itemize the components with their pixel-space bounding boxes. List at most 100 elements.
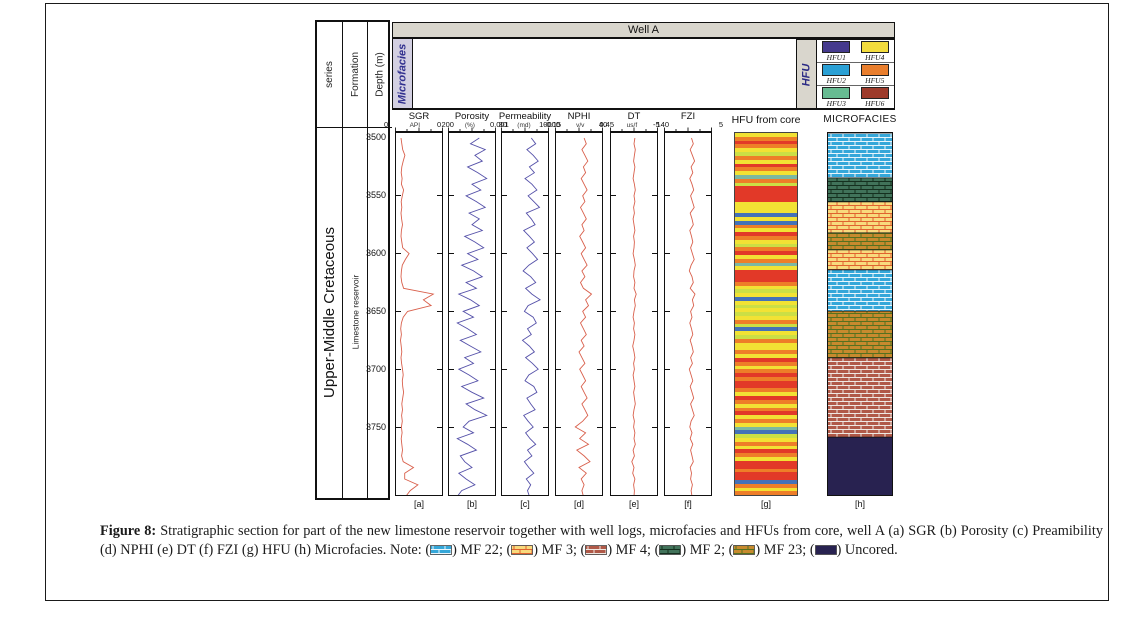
track-depth-tick xyxy=(597,253,602,254)
track-depth-tick xyxy=(449,253,454,254)
microfacies-column xyxy=(827,132,893,496)
hfu-stripe xyxy=(735,312,797,316)
track-depth-tick xyxy=(706,195,711,196)
hfu-stripe xyxy=(735,136,797,141)
hfu-stripe xyxy=(735,152,797,156)
hfu-legend-grid: HFU1 HFU2 HFU3 HFU4 HFU5 HFU6 xyxy=(817,40,894,109)
series-header-label: series xyxy=(324,61,335,88)
hfu-stripe xyxy=(735,197,797,202)
track-depth-tick xyxy=(490,311,495,312)
track-depth-tick xyxy=(597,427,602,428)
track-depth-tick xyxy=(556,427,561,428)
hfu-stripe xyxy=(735,350,797,355)
track-depth-tick xyxy=(449,311,454,312)
hfu-stripe xyxy=(735,262,797,267)
scale-unit: (md) xyxy=(517,122,531,129)
track-depth-tick xyxy=(706,427,711,428)
caption-swatch-mf2 xyxy=(659,545,682,555)
track-depth-tick xyxy=(611,311,616,312)
hfu-legend-title: HFU xyxy=(800,63,813,86)
hfu-stripe xyxy=(735,205,797,210)
hfu-stripe xyxy=(735,411,797,416)
hfu-stripe xyxy=(735,388,797,393)
track-depth-tick xyxy=(502,311,507,312)
hfu-stripe xyxy=(735,445,797,450)
track-depth-tick xyxy=(706,311,711,312)
track-depth-tick xyxy=(437,311,442,312)
hfu-stripe xyxy=(735,399,797,404)
series-body: Upper-Middle Cretaceous xyxy=(317,128,342,496)
track-scale-ruler xyxy=(664,127,712,132)
legend-swatch xyxy=(860,87,889,99)
caption-figure-label: Figure 8: xyxy=(100,523,157,539)
scale-min: 40 xyxy=(599,120,608,129)
hfu-stripe xyxy=(735,255,797,259)
series-column: series Upper-Middle Cretaceous xyxy=(317,22,342,498)
hfu-stripe xyxy=(735,342,797,347)
track-depth-tick xyxy=(396,253,401,254)
formation-header: Formation xyxy=(343,22,367,128)
hfu-stripe xyxy=(735,380,797,385)
track-depth-tick xyxy=(437,369,442,370)
well-title: Well A xyxy=(628,24,659,36)
caption-body: Stratigraphic section for part of the ne… xyxy=(100,523,1103,558)
hfu-stripe xyxy=(735,163,797,168)
hfu-stripe xyxy=(735,186,797,191)
scale-unit: us/f xyxy=(626,122,638,129)
hfu-stripe xyxy=(735,224,797,229)
track-depth-tick xyxy=(706,369,711,370)
hfu-stripe xyxy=(735,369,797,374)
legend-entry: HFU1 xyxy=(817,40,856,63)
track-scale: -5 5 xyxy=(653,120,723,129)
track-name-dt: DT xyxy=(627,111,641,122)
hfu-stripe xyxy=(735,418,797,423)
caption-notes: () MF 22; () MF 3; () MF 4; () MF 2; () … xyxy=(425,542,898,558)
track-depth-tick xyxy=(543,369,548,370)
track-bracket-label: [e] xyxy=(628,499,639,509)
track-scale-ruler xyxy=(555,127,603,132)
hfu-stripe xyxy=(735,357,797,362)
hfu-stripe xyxy=(735,285,797,290)
track-depth-tick xyxy=(652,369,657,370)
legend-entry-label: HFU4 xyxy=(865,52,885,62)
hfu-stripe xyxy=(735,396,797,400)
hfu-stripe xyxy=(735,453,797,458)
track-name-permeability: Permeability xyxy=(498,111,552,122)
track-depth-tick xyxy=(652,427,657,428)
track-scale-ruler xyxy=(395,127,443,132)
track-depth-tick xyxy=(490,427,495,428)
microfacies-zones xyxy=(828,132,892,496)
hfu-stripe xyxy=(735,213,797,217)
scale-max: 200 xyxy=(441,120,454,129)
track-bracket-label: [a] xyxy=(413,499,424,509)
track-depth-tick xyxy=(556,195,561,196)
track-depth-tick xyxy=(543,311,548,312)
scale-unit: API xyxy=(409,122,421,129)
hfu-stripe xyxy=(735,338,797,343)
hfu-stripe xyxy=(735,323,797,328)
legend-entry: HFU5 xyxy=(855,63,894,86)
hfu-stripe xyxy=(735,346,797,351)
legend-swatch xyxy=(822,87,851,99)
hfu-stripe xyxy=(735,247,797,252)
legend-entry: HFU6 xyxy=(856,86,895,109)
hfu-stripe xyxy=(735,327,797,332)
hfu-stripe xyxy=(735,457,797,461)
hfu-stripe xyxy=(735,441,797,446)
depth-header-label: Depth (m) xyxy=(374,52,386,97)
track-depth-tick xyxy=(396,369,401,370)
track-depth-tick xyxy=(611,427,616,428)
track-depth-tick xyxy=(543,195,548,196)
hfu-stripe xyxy=(735,331,797,336)
track-curve-nphi xyxy=(574,137,593,497)
hfu-stripe xyxy=(735,148,797,153)
track-depth-tick xyxy=(665,369,670,370)
track-depth-tick xyxy=(597,369,602,370)
track-depth-tick xyxy=(396,427,401,428)
track-depth-tick xyxy=(665,195,670,196)
hfu-stripe xyxy=(735,216,797,221)
track-bracket-label: [d] xyxy=(573,499,584,509)
track-box-permeability xyxy=(501,132,549,497)
hfu-stripe xyxy=(735,190,797,194)
scale-min: 0 xyxy=(437,120,442,129)
